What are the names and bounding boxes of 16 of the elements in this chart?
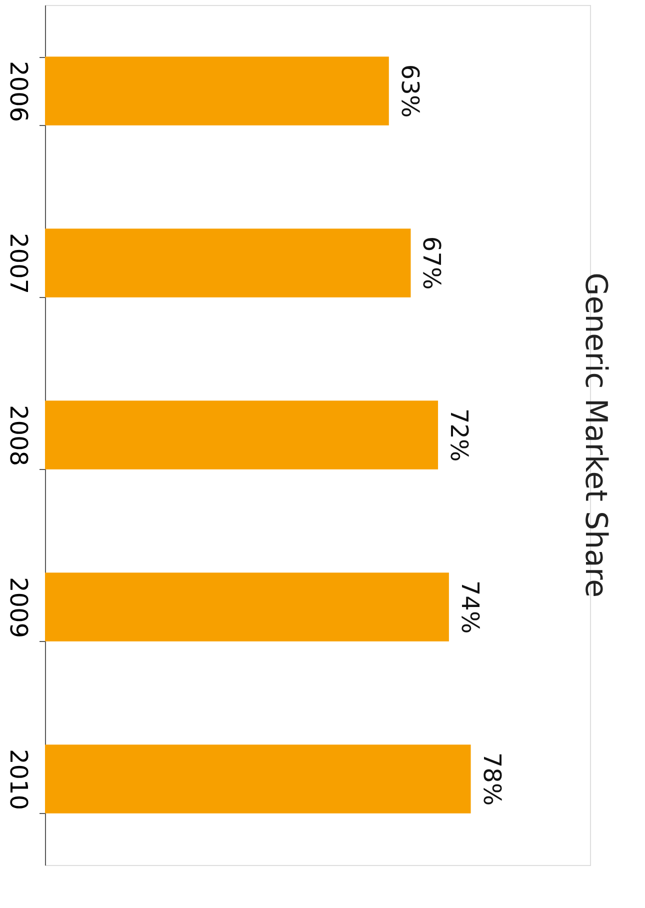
data-label: 74% [456,580,484,634]
data-label: 67% [418,236,446,290]
data-label: 72% [445,408,474,462]
bar [45,744,471,814]
bar [45,228,411,298]
y-tick-label: 2010 [4,748,32,810]
bar [45,56,389,126]
bar [45,572,449,642]
y-tick-label: 2009 [4,576,32,638]
y-tick-label: 2007 [4,232,32,294]
y-tick-label: 2008 [4,404,32,466]
bar [45,400,438,470]
text: Generic Market Share [578,272,613,598]
data-label: 63% [396,64,424,118]
y-tick-label: 2006 [4,60,32,122]
data-label: 78% [478,752,506,806]
